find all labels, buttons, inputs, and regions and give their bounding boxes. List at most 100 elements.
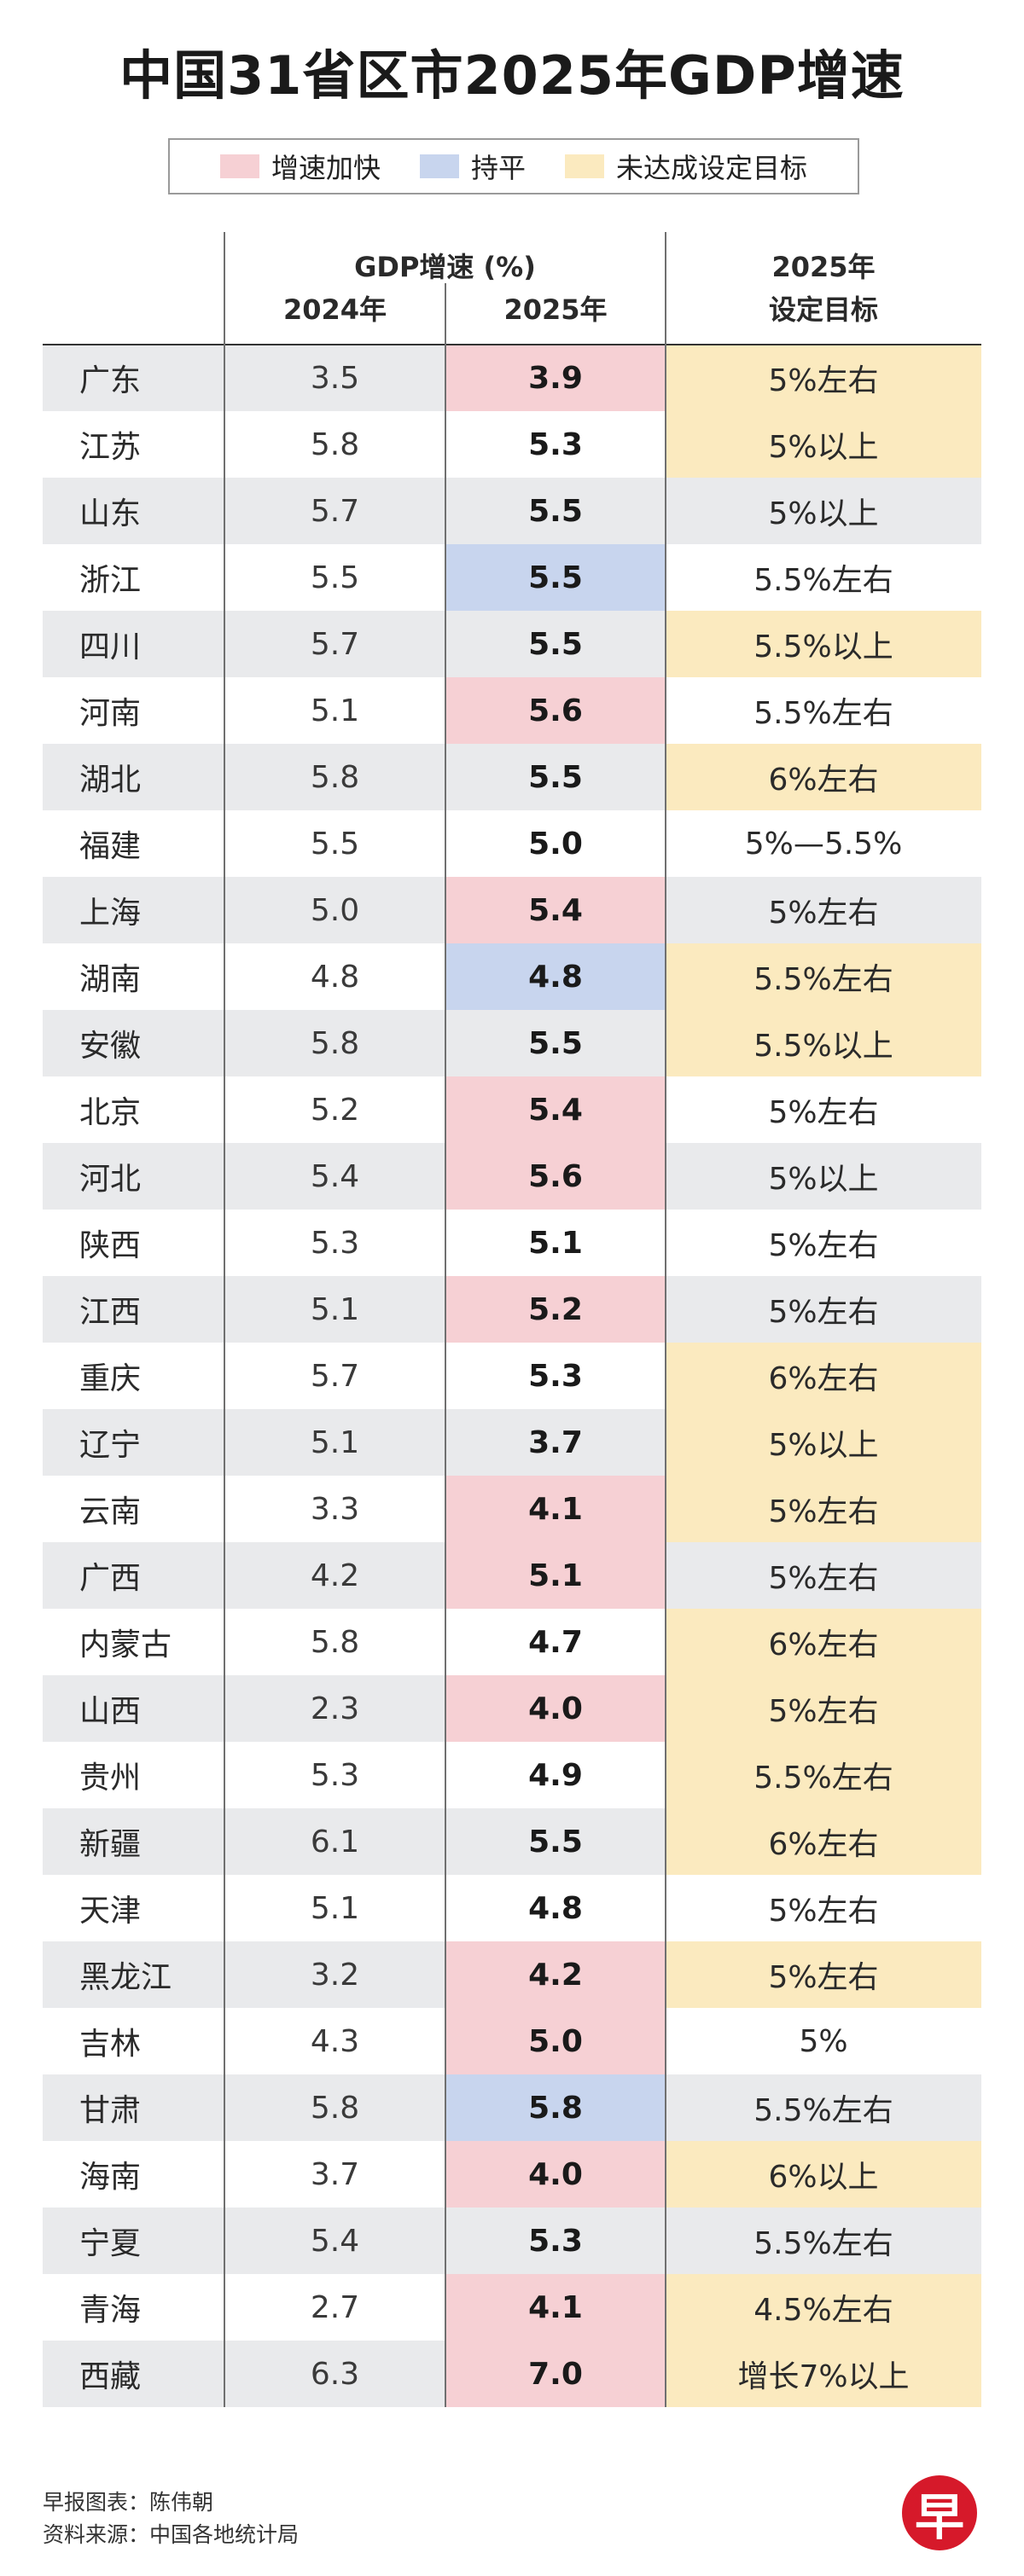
province-cell: 山西 xyxy=(79,1694,142,1729)
province-cell: 陕西 xyxy=(79,1228,142,1263)
gdp-2025-cell: 4.1 xyxy=(445,2274,666,2341)
table-row: 新疆 6.1 5.5 6%左右 xyxy=(43,1808,981,1875)
target-cell: 5%左右 xyxy=(666,1941,981,2008)
province-cell: 上海 xyxy=(79,896,142,931)
table-row: 内蒙古 5.8 4.7 6%左右 xyxy=(43,1609,981,1675)
gdp-2025-cell: 5.3 xyxy=(528,426,583,462)
province-cell: 河北 xyxy=(79,1162,142,1197)
header-2025: 2025年 xyxy=(503,293,608,326)
gdp-2024-cell: 5.1 xyxy=(310,1424,360,1460)
footer-credit: 早报图表：陈伟朝 xyxy=(43,2490,214,2515)
target-cell: 5%左右 xyxy=(768,1228,879,1263)
table-row: 福建 5.5 5.0 5%—5.5% xyxy=(43,810,981,877)
gdp-2025-cell: 3.9 xyxy=(445,345,666,411)
gdp-2025-cell: 5.5 xyxy=(445,544,666,611)
target-cell: 5.5%左右 xyxy=(753,2226,893,2261)
gdp-2024-cell: 5.1 xyxy=(310,693,360,728)
gdp-2025-cell: 5.2 xyxy=(445,1276,666,1343)
table-row: 西藏 6.3 7.0 增长7%以上 xyxy=(43,2341,981,2407)
gdp-2025-cell: 5.5 xyxy=(528,1824,583,1859)
target-cell: 5%左右 xyxy=(768,896,879,931)
gdp-2024-cell: 5.0 xyxy=(310,892,360,928)
province-cell: 四川 xyxy=(79,629,142,664)
target-cell: 5.5%左右 xyxy=(753,2093,893,2128)
table-row: 贵州 5.3 4.9 5.5%左右 xyxy=(43,1742,981,1808)
gdp-2024-cell: 3.3 xyxy=(310,1491,360,1527)
gdp-2024-cell: 3.2 xyxy=(310,1957,360,1993)
table-row: 安徽 5.8 5.5 5.5%以上 xyxy=(43,1010,981,1076)
target-cell: 5.5%以上 xyxy=(666,611,981,677)
table-row: 天津 5.1 4.8 5%左右 xyxy=(43,1875,981,1941)
target-cell: 5%左右 xyxy=(666,345,981,411)
legend-label-faster: 增速加快 xyxy=(271,152,381,184)
province-cell: 天津 xyxy=(79,1894,142,1929)
table-row: 山东 5.7 5.5 5%以上 xyxy=(43,478,981,544)
legend-label-missed: 未达成设定目标 xyxy=(616,152,808,184)
target-cell: 5% xyxy=(799,2023,848,2059)
province-cell: 广西 xyxy=(79,1561,142,1596)
divider-years xyxy=(445,283,446,2407)
gdp-2024-cell: 5.7 xyxy=(310,493,360,529)
gdp-2025-cell: 5.5 xyxy=(528,493,583,529)
header-gdp-label: GDP增速 (%) xyxy=(354,251,536,283)
target-cell: 5.5%以上 xyxy=(666,1010,981,1076)
target-cell: 5.5%左右 xyxy=(753,563,893,598)
table-row: 黑龙江 3.2 4.2 5%左右 xyxy=(43,1941,981,2008)
target-cell: 5%左右 xyxy=(768,1095,879,1130)
province-cell: 内蒙古 xyxy=(79,1627,172,1662)
province-cell: 河南 xyxy=(79,696,142,731)
target-cell: 6%左右 xyxy=(666,744,981,810)
table-row: 浙江 5.5 5.5 5.5%左右 xyxy=(43,544,981,611)
table-row: 广东 3.5 3.9 5%左右 xyxy=(43,345,981,411)
province-cell: 吉林 xyxy=(79,2027,142,2062)
legend-item-faster: 增速加快 xyxy=(219,147,381,186)
gdp-2025-cell: 4.9 xyxy=(528,1757,583,1793)
gdp-2024-cell: 5.8 xyxy=(310,2090,360,2126)
gdp-2025-cell: 5.6 xyxy=(445,677,666,744)
gdp-2025-cell: 4.0 xyxy=(445,2141,666,2208)
gdp-2024-cell: 5.2 xyxy=(310,1092,360,1128)
table-header: GDP增速 (%) 2024年 2025年 2025年 设定目标 xyxy=(43,232,981,345)
zaobao-logo: 早 xyxy=(902,2475,977,2550)
chart-title: 中国31省区市2025年GDP增速 xyxy=(119,44,905,107)
header-rule xyxy=(43,344,981,345)
gdp-2024-cell: 5.8 xyxy=(310,759,360,795)
gdp-2024-cell: 5.3 xyxy=(310,1757,360,1793)
province-cell: 甘肃 xyxy=(79,2093,142,2128)
province-cell: 北京 xyxy=(79,1095,142,1130)
gdp-2024-cell: 6.1 xyxy=(310,1824,360,1859)
province-cell: 湖北 xyxy=(79,763,142,798)
gdp-2024-cell: 5.8 xyxy=(310,1025,360,1061)
province-cell: 云南 xyxy=(79,1494,142,1529)
target-cell: 增长7%以上 xyxy=(666,2341,981,2407)
table-row: 甘肃 5.8 5.8 5.5%左右 xyxy=(43,2074,981,2141)
table-row: 北京 5.2 5.4 5%左右 xyxy=(43,1076,981,1143)
gdp-2025-cell: 5.3 xyxy=(528,1358,583,1394)
gdp-2025-cell: 4.7 xyxy=(528,1624,583,1660)
table-row: 江苏 5.8 5.3 5%以上 xyxy=(43,411,981,478)
legend: 增速加快 持平 未达成设定目标 xyxy=(168,138,859,194)
province-cell: 贵州 xyxy=(79,1761,142,1796)
table-row: 湖北 5.8 5.5 6%左右 xyxy=(43,744,981,810)
footer-source: 资料来源：中国各地统计局 xyxy=(43,2522,300,2547)
gdp-2025-cell: 4.8 xyxy=(528,1890,583,1926)
legend-swatch-missed xyxy=(565,154,604,178)
gdp-2024-cell: 3.5 xyxy=(310,360,360,396)
gdp-2025-cell: 5.0 xyxy=(528,826,583,862)
target-cell: 5%左右 xyxy=(768,1561,879,1596)
table-row: 山西 2.3 4.0 5%左右 xyxy=(43,1675,981,1742)
gdp-2025-cell: 5.5 xyxy=(528,1025,583,1061)
target-cell: 5.5%左右 xyxy=(753,696,893,731)
table-row: 青海 2.7 4.1 4.5%左右 xyxy=(43,2274,981,2341)
table-row: 四川 5.7 5.5 5.5%以上 xyxy=(43,611,981,677)
gdp-2025-cell: 5.0 xyxy=(445,2008,666,2074)
divider-province xyxy=(224,232,225,2407)
gdp-2024-cell: 5.5 xyxy=(310,560,360,595)
target-cell: 5%以上 xyxy=(666,1409,981,1476)
province-cell: 广东 xyxy=(79,363,142,398)
province-cell: 安徽 xyxy=(79,1029,142,1064)
gdp-2025-cell: 4.2 xyxy=(445,1941,666,2008)
target-cell: 5.5%左右 xyxy=(666,943,981,1010)
gdp-2024-cell: 3.7 xyxy=(310,2156,360,2192)
gdp-2025-cell: 5.6 xyxy=(445,1143,666,1210)
